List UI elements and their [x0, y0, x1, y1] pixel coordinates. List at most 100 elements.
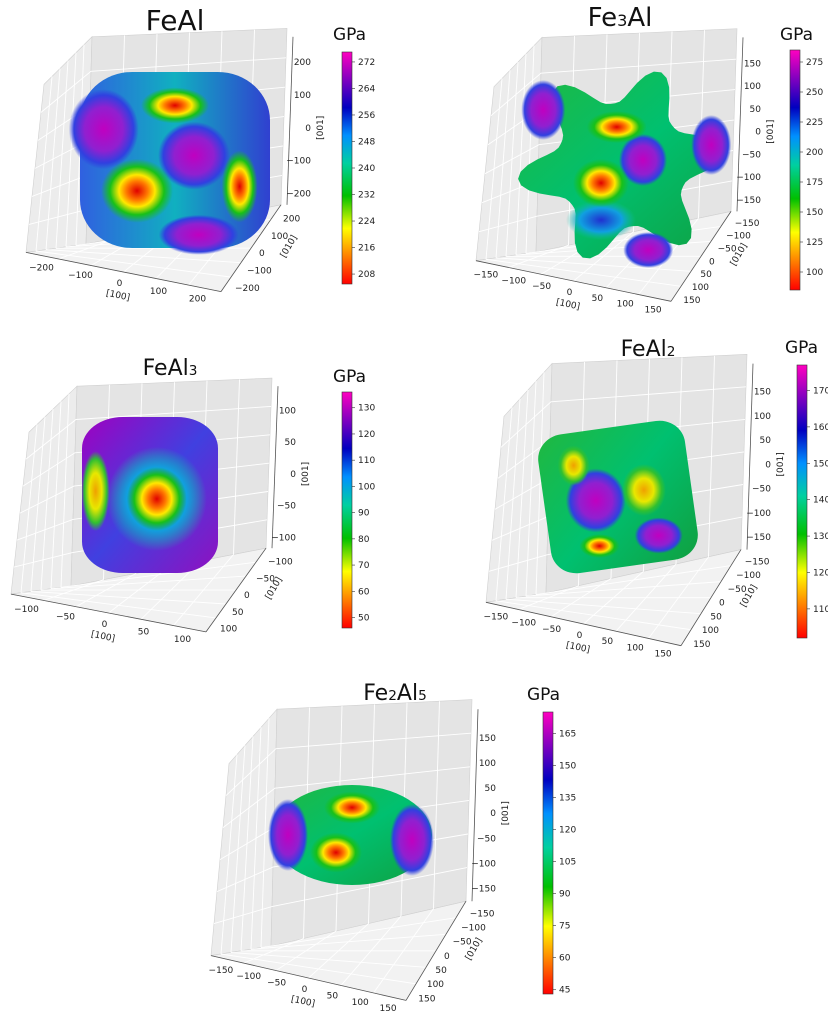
x-tick-label: 0	[567, 288, 573, 298]
surface-low-region	[586, 111, 647, 143]
y-tick-label: −100	[461, 923, 486, 933]
surface-high-region	[68, 89, 139, 170]
z-tick-label: −50	[477, 834, 496, 844]
colorbar-tick-label: 90	[358, 509, 370, 519]
grid-line	[535, 372, 545, 595]
surface-high-region	[158, 121, 230, 190]
colorbar-tick-label: 275	[806, 58, 823, 68]
colorbar-label: GPa	[333, 25, 366, 45]
y-tick-label: −50	[256, 574, 275, 584]
z-tick-label: 100	[479, 759, 496, 769]
y-tick-label: −100	[247, 267, 272, 277]
colorbar-tick-label: 45	[559, 986, 570, 996]
grid-line	[373, 908, 434, 994]
surface-low-region	[101, 158, 173, 223]
z-tick-label: 50	[485, 784, 497, 794]
x-axis-label: [100]	[290, 995, 316, 1010]
z-tick-label: 100	[744, 82, 761, 92]
z-tick-label: 0	[305, 124, 311, 134]
z-axis-line	[471, 709, 479, 902]
y-tick-label: 200	[283, 214, 300, 224]
colorbar-tick-label: 130	[358, 404, 375, 414]
x-tick-label: 150	[379, 1004, 396, 1014]
x-axis-line	[210, 955, 407, 1001]
z-tick-label: −150	[471, 884, 496, 894]
x-axis-line	[10, 593, 207, 633]
z-axis-label: [001]	[766, 120, 776, 144]
x-axis-line	[475, 260, 672, 302]
colorbar-tick-label: 250	[806, 88, 823, 98]
grid-line	[433, 701, 440, 909]
x-tick-label: −150	[209, 966, 234, 976]
y-tick-label: 150	[683, 296, 700, 306]
z-tick-label: 100	[294, 91, 311, 101]
colorbar-tick-label: 248	[358, 137, 375, 147]
z-tick-label: 100	[279, 407, 296, 417]
surface-high-region	[619, 134, 667, 186]
surface-high-region	[268, 799, 308, 871]
y-tick-label: 100	[271, 232, 288, 242]
x-tick-label: −100	[501, 276, 526, 286]
z-tick-label: 50	[285, 438, 297, 448]
colorbar-tick-label: 100	[806, 268, 823, 278]
y-tick-label: −50	[728, 585, 747, 595]
colorbar-tick-label: 120	[559, 826, 576, 836]
colorbar-tick-label: 272	[358, 58, 375, 68]
surface-low-region	[126, 466, 187, 531]
colorbar-tick-label: 100	[358, 482, 375, 492]
colorbar-tick-label: 75	[559, 922, 570, 932]
z-tick-label: 0	[490, 809, 496, 819]
z-tick-label: 150	[754, 388, 771, 398]
colorbar-tick-label: 60	[559, 954, 571, 964]
x-tick-label: −50	[56, 612, 75, 622]
surface-mid-region	[566, 200, 636, 240]
z-axis-label: [001]	[501, 801, 511, 825]
colorbar-tick-label: 70	[358, 561, 370, 571]
colorbar-tick-label: 150	[559, 761, 576, 771]
z-tick-label: −100	[746, 509, 771, 519]
colorbar-tick-label: 135	[559, 793, 576, 803]
z-tick-label: 0	[755, 128, 761, 138]
surface-high-region	[623, 232, 674, 268]
colorbar-tick-label: 60	[358, 587, 370, 597]
x-tick-label: 100	[150, 287, 167, 297]
colorbar-tick-label: 150	[806, 208, 823, 218]
x-axis-line	[485, 601, 682, 647]
colorbar-tick-label: 200	[806, 148, 823, 158]
colorbar-tick-label: 80	[358, 535, 370, 545]
y-tick-label: −150	[735, 219, 760, 229]
colorbar-label: GPa	[780, 25, 813, 45]
z-axis-line	[746, 363, 754, 550]
colorbar-tick-label: 105	[559, 858, 576, 868]
x-tick-label: 0	[302, 985, 308, 995]
z-tick-label: −50	[752, 485, 771, 495]
surface-high-region	[691, 115, 732, 175]
z-tick-label: −100	[286, 157, 311, 167]
x-tick-label: 150	[644, 305, 661, 315]
colorbar-tick-label: 110	[358, 456, 375, 466]
y-axis-line	[205, 547, 267, 633]
colorbar-tick-label: 125	[806, 238, 823, 248]
z-tick-label: −150	[736, 196, 761, 206]
x-tick-label: 50	[602, 637, 614, 647]
y-tick-label: 100	[702, 626, 719, 636]
z-axis-line	[286, 36, 294, 205]
x-tick-label: 100	[352, 998, 369, 1008]
z-tick-label: 0	[765, 460, 771, 470]
z-tick-label: 0	[290, 470, 296, 480]
y-tick-label: −200	[235, 284, 260, 294]
colorbar-tick-label: 224	[358, 217, 375, 227]
y-axis-line	[670, 211, 732, 302]
surface-low-region	[221, 150, 258, 223]
surface-low-region	[141, 87, 209, 124]
colorbar-tick-label: 240	[358, 164, 375, 174]
surface-low-region	[324, 791, 380, 824]
colorbar-tick-label: 150	[813, 459, 828, 469]
colorbar-tick-label: 225	[806, 118, 823, 128]
x-tick-label: 100	[617, 300, 634, 310]
y-tick-label: 0	[259, 249, 265, 259]
x-axis-label: [100]	[565, 641, 591, 656]
